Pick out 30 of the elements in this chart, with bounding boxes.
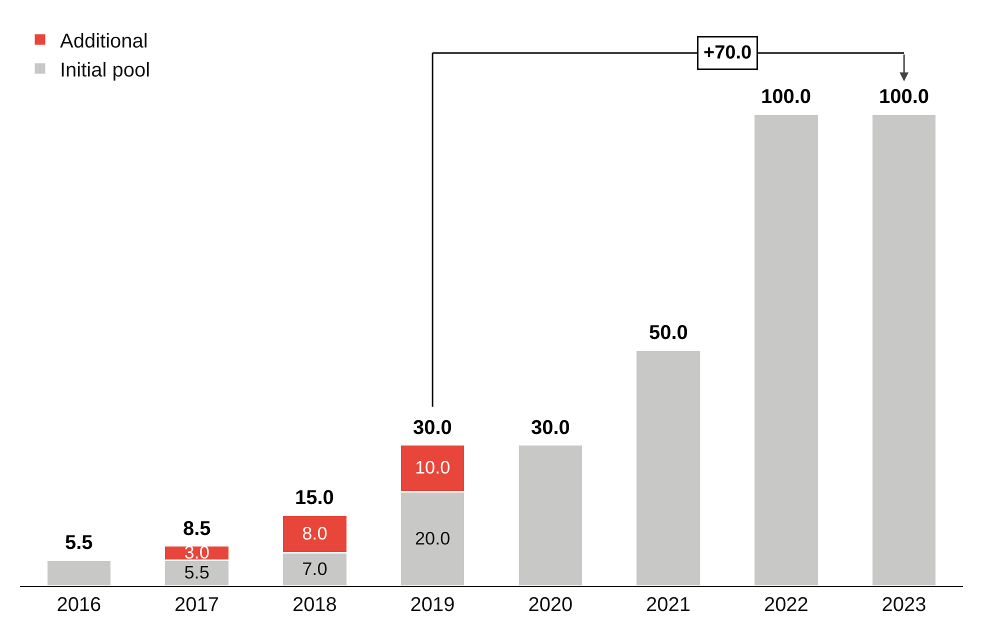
x-tick-label: 2020 bbox=[528, 594, 573, 616]
total-label: 5.5 bbox=[65, 532, 93, 554]
total-label: 50.0 bbox=[649, 322, 688, 344]
x-tick-label: 2017 bbox=[174, 594, 220, 616]
x-tick-label: 2021 bbox=[646, 594, 691, 616]
data-label: 20.0 bbox=[414, 528, 450, 548]
data-label: 10.0 bbox=[414, 458, 450, 478]
bar bbox=[635, 349, 702, 586]
legend-label: Initial pool bbox=[60, 59, 150, 82]
bar bbox=[517, 444, 584, 586]
x-tick-label: 2022 bbox=[764, 594, 808, 616]
total-label: 8.5 bbox=[183, 518, 211, 540]
total-label: 30.0 bbox=[413, 417, 452, 439]
bar bbox=[753, 114, 820, 586]
text: +70.0 bbox=[704, 42, 752, 64]
data-label: 8.0 bbox=[302, 524, 328, 544]
bar bbox=[46, 559, 112, 586]
data-label: 3.0 bbox=[184, 542, 210, 562]
data-label: 7.0 bbox=[302, 558, 328, 579]
x-tick-label: 2016 bbox=[56, 594, 102, 616]
bar bbox=[870, 114, 938, 586]
data-label: 5.5 bbox=[184, 562, 210, 582]
x-tick-label: 2018 bbox=[292, 594, 337, 616]
legend-label: Additional bbox=[60, 30, 148, 52]
total-label: 15.0 bbox=[295, 487, 334, 509]
total-label: 100.0 bbox=[879, 86, 930, 108]
x-tick-label: 2019 bbox=[410, 594, 455, 616]
total-label: 30.0 bbox=[531, 417, 570, 439]
total-label: 100.0 bbox=[761, 86, 812, 108]
x-tick-label: 2023 bbox=[882, 594, 926, 616]
